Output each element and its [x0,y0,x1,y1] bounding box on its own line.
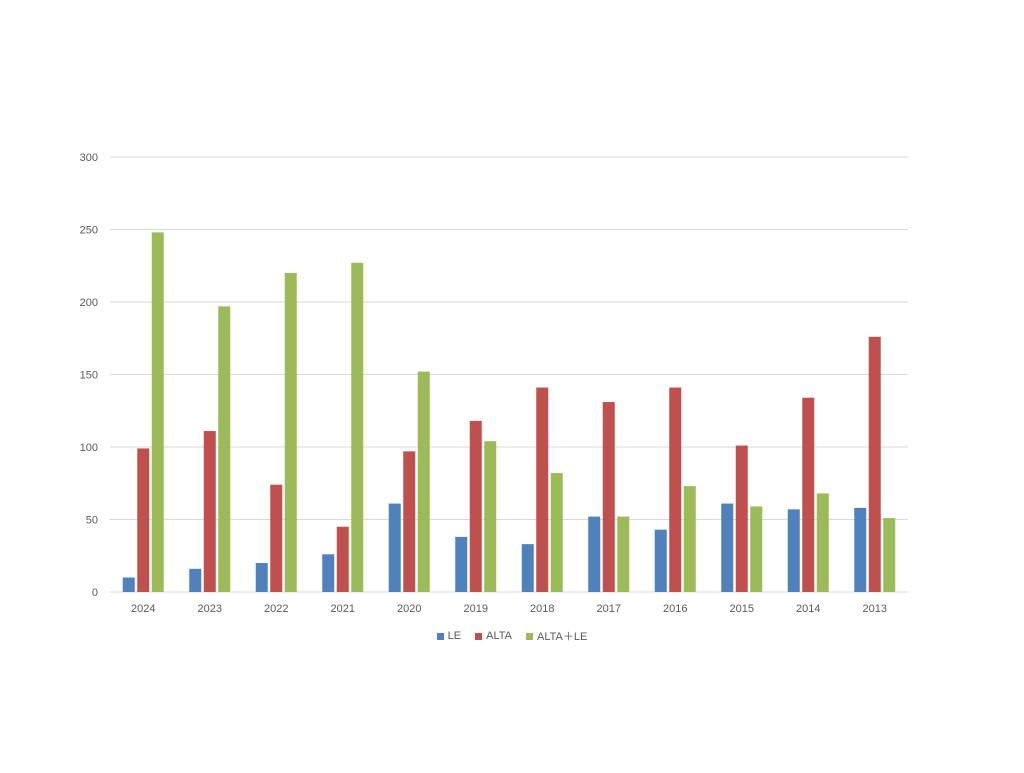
bar-LE-2013 [854,507,867,592]
x-tick-label: 2014 [796,603,820,615]
x-tick-label: 2021 [331,603,355,615]
legend-label: ALTA [486,630,512,642]
x-tick-label: 2013 [863,603,887,615]
bar-ALTA＋LE-2019 [484,441,497,592]
x-tick-label: 2017 [597,603,621,615]
legend-swatch [436,632,444,640]
legend-label: LE [447,630,462,642]
bar-ALTA＋LE-2018 [550,473,563,592]
x-tick-label: 2015 [730,603,754,615]
x-tick-label: 2019 [464,603,488,615]
bar-LE-2020 [388,503,401,592]
y-tick-label: 0 [92,587,98,599]
legend: LE ALTA ALTA＋LE [0,628,1024,644]
bar-ALTA＋LE-2015 [750,506,763,592]
legend-item: ALTA [475,628,512,644]
legend-swatch [475,632,483,640]
bar-ALTA-2023 [203,431,216,592]
bar-ALTA-2020 [403,451,416,592]
bar-ALTA＋LE-2021 [351,262,364,592]
y-tick-label: 150 [80,370,98,382]
bar-LE-2019 [455,536,468,592]
bars [122,232,896,592]
bar-ALTA-2022 [270,484,283,592]
bar-ALTA-2018 [536,387,549,592]
x-tick-label: 2020 [397,603,421,615]
bar-ALTA＋LE-2020 [417,371,430,592]
bar-ALTA-2016 [669,387,682,592]
bar-ALTA＋LE-2016 [683,486,696,592]
bar-ALTA＋LE-2023 [218,306,231,592]
bar-ALTA-2015 [735,445,748,592]
bar-ALTA＋LE-2024 [151,232,164,592]
bar-LE-2024 [122,577,135,592]
axes: 0 50 100 150 200 250 300 2024 2023 2022 2021 2020 20… [80,152,887,615]
bar-LE-2023 [189,568,202,592]
bar-ALTA＋LE-2017 [617,516,630,592]
bar-LE-2016 [654,529,667,592]
y-tick-label: 250 [80,225,98,237]
y-tick-label: 200 [80,297,98,309]
bar-ALTA-2024 [137,448,150,592]
bar-ALTA-2019 [469,420,482,592]
bar-ALTA-2021 [336,526,349,592]
bar-ALTA-2013 [868,336,881,592]
x-tick-label: 2023 [198,603,222,615]
bar-LE-2014 [787,509,800,592]
x-tick-label: 2018 [530,603,554,615]
legend-label: ALTA＋LE [537,631,588,643]
bar-ALTA＋LE-2022 [284,273,297,592]
bar-LE-2017 [588,516,601,592]
bar-LE-2021 [322,554,335,592]
bar-ALTA-2014 [802,397,815,592]
legend-swatch [526,632,533,640]
y-tick-label: 50 [86,515,98,527]
y-tick-label: 300 [80,152,98,164]
bar-LE-2022 [255,563,268,592]
legend-item: ALTA＋LE [526,628,587,644]
bar-ALTA＋LE-2013 [883,518,896,592]
legend-item: LE [436,628,462,644]
x-tick-label: 2024 [131,603,155,615]
bar-LE-2018 [521,544,534,592]
bar-LE-2015 [721,503,734,592]
bar-ALTA-2017 [602,402,615,592]
gridlines [110,156,908,593]
x-tick-label: 2022 [264,603,288,615]
y-tick-label: 100 [80,442,98,454]
bar-ALTA＋LE-2014 [816,493,829,592]
x-tick-label: 2016 [663,603,687,615]
